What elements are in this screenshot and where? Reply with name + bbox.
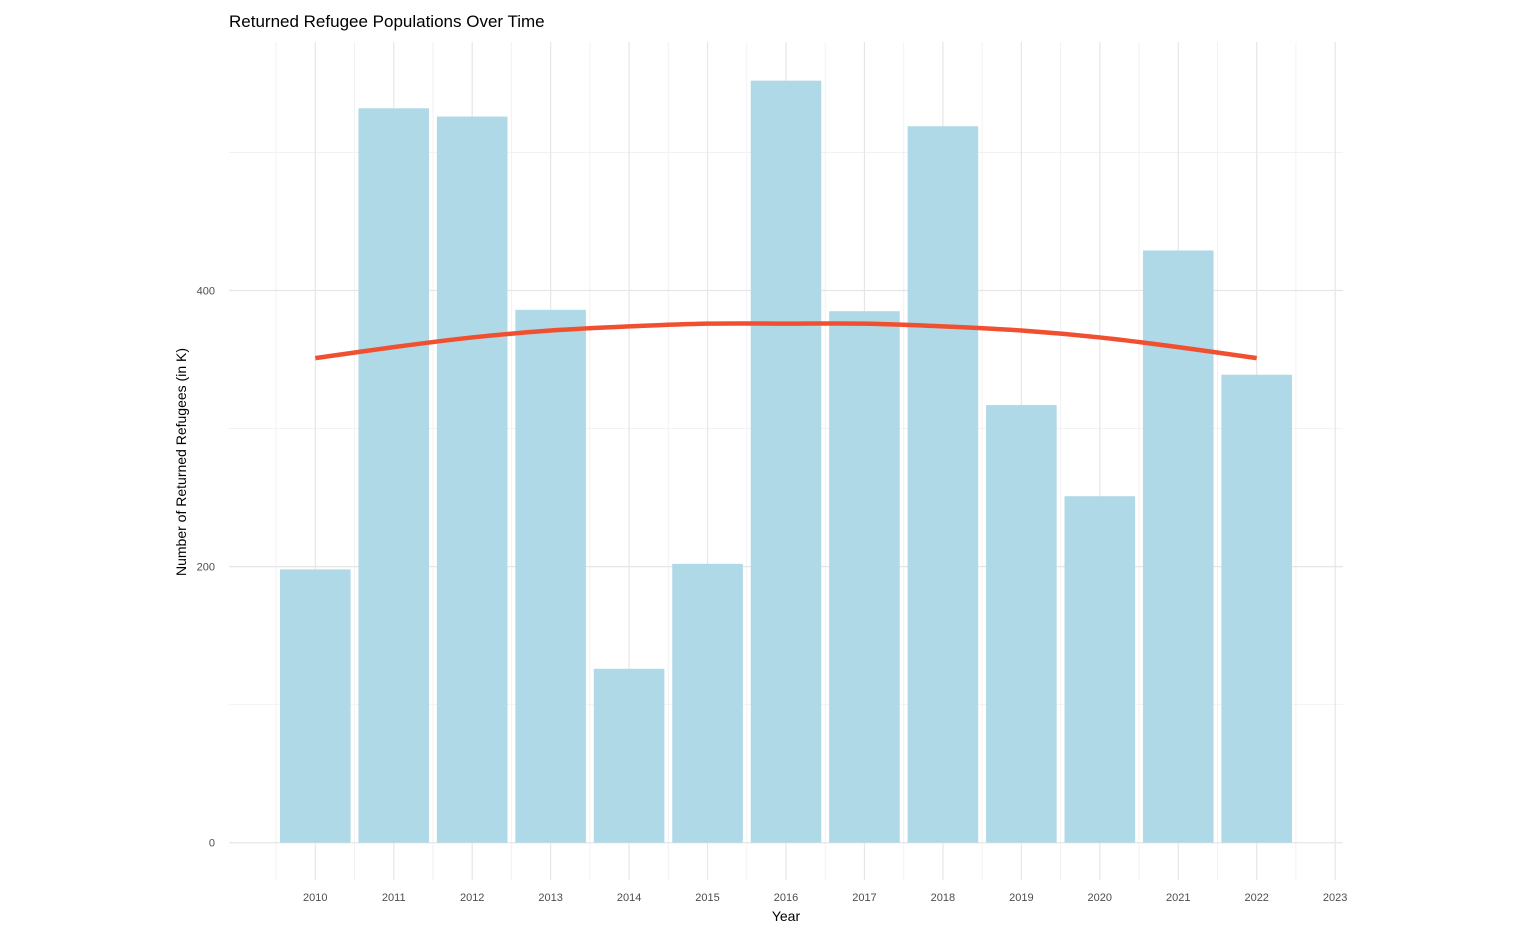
bar-2011 [358, 108, 430, 843]
x-tick-label: 2020 [1088, 892, 1112, 904]
x-tick-label: 2015 [695, 892, 719, 904]
x-tick-label: 2014 [617, 892, 641, 904]
bar-2022 [1221, 374, 1293, 843]
bar-2015 [672, 563, 743, 843]
x-tick-label: 2017 [852, 892, 876, 904]
bar-2014 [593, 668, 665, 843]
x-tick-label: 2018 [931, 892, 955, 904]
bar-2013 [515, 309, 586, 843]
bar-2019 [986, 405, 1057, 843]
y-tick-label: 0 [209, 838, 215, 850]
bar-2021 [1142, 250, 1214, 843]
tick-labels: 0 200 400 2010 2011 2012 2013 2014 2015 2016 2017 2… [197, 286, 1348, 904]
y-tick-label: 400 [197, 286, 215, 298]
bar-2012 [436, 116, 508, 843]
x-axis-label: Year [772, 908, 801, 924]
trend-line-group [314, 321, 1258, 361]
x-tick-label: 2023 [1323, 892, 1347, 904]
y-axis-label: Number of Returned Refugees (in K) [173, 348, 189, 576]
x-tick-label: 2019 [1009, 892, 1033, 904]
bar-2010 [279, 569, 351, 843]
x-tick-label: 2012 [460, 892, 484, 904]
chart-title: Returned Refugee Populations Over Time [229, 12, 545, 31]
bar-2018 [907, 126, 979, 843]
bar-2020 [1064, 496, 1136, 843]
y-tick-label: 200 [197, 562, 215, 574]
bar-2016 [750, 80, 822, 843]
x-tick-label: 2011 [382, 892, 406, 904]
bar-2017 [829, 311, 900, 843]
trend-line [314, 321, 1258, 361]
x-tick-label: 2016 [774, 892, 798, 904]
bars [279, 80, 1293, 843]
x-tick-label: 2013 [538, 892, 562, 904]
x-tick-label: 2021 [1166, 892, 1190, 904]
x-tick-label: 2010 [303, 892, 327, 904]
x-tick-label: 2022 [1244, 892, 1268, 904]
